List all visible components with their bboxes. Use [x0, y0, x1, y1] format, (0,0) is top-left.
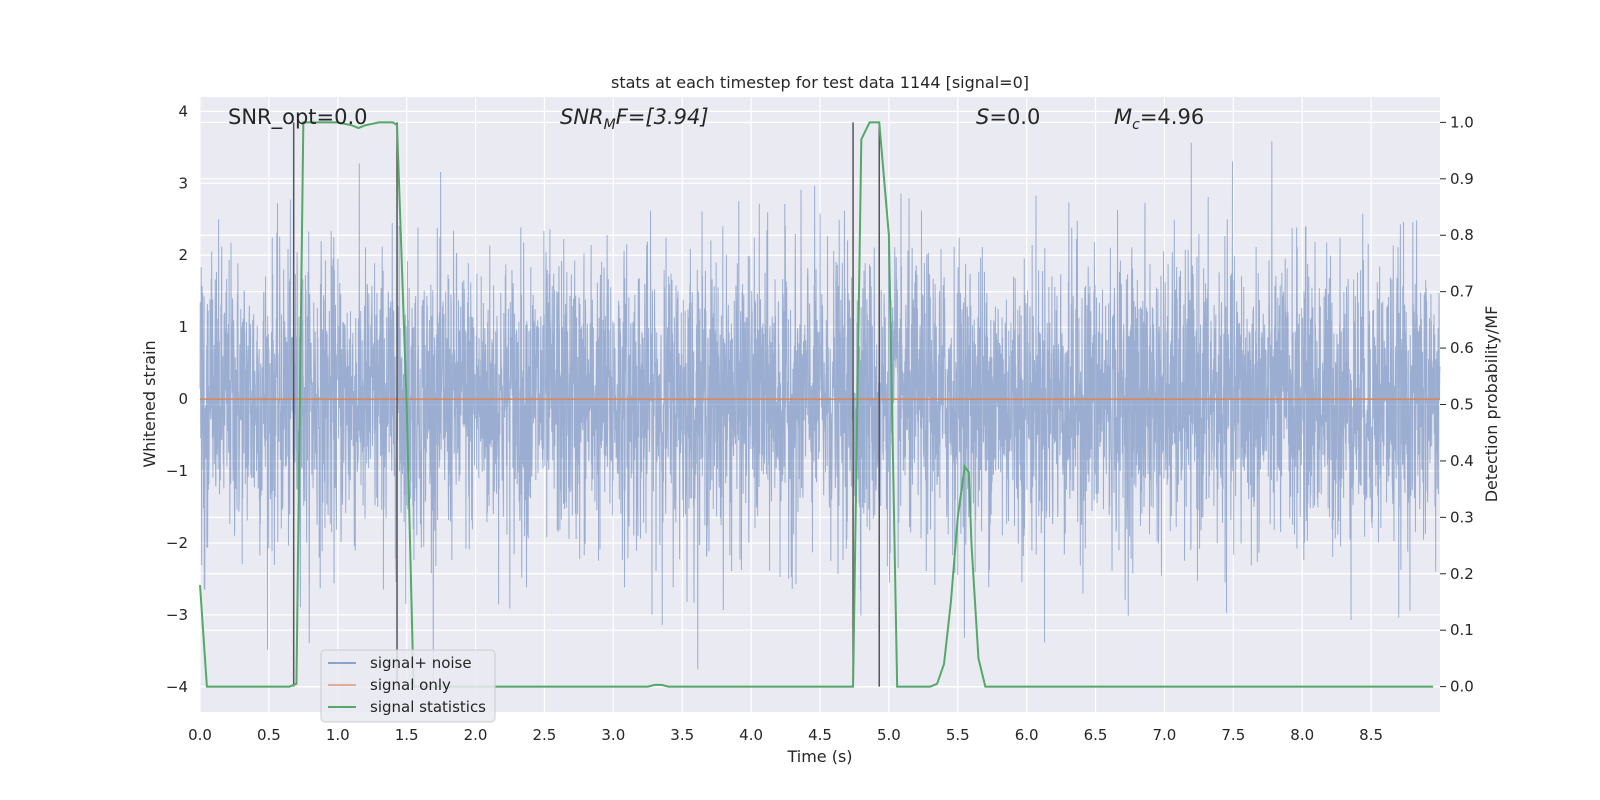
- y2-tick-label-0: 0.0: [1450, 678, 1474, 696]
- x-tick-label-13: 6.5: [1084, 726, 1108, 744]
- legend-label-stats: signal statistics: [370, 698, 486, 716]
- x-tick-label-4: 2.0: [464, 726, 488, 744]
- annotation-s-tail: =0.0: [989, 105, 1040, 129]
- x-axis-label: Time (s): [786, 747, 852, 766]
- x-tick-label-6: 3.0: [601, 726, 625, 744]
- y-axis-label: Whitened strain: [140, 340, 159, 467]
- x-tick-label-15: 7.5: [1221, 726, 1245, 744]
- annotation-snr-mf: SNRMF=[3.94]: [560, 105, 709, 133]
- x-axis-ticks: 0.0 0.5 1.0 1.5 2.0 2.5 3.0 3.5 4.0 4.5 5.0 5.5 6.0 6…: [188, 726, 1383, 744]
- y-tick-label-1: −3: [166, 606, 188, 624]
- x-tick-label-2: 1.0: [326, 726, 350, 744]
- legend-box: [320, 649, 496, 723]
- y2-tick-label-2: 0.2: [1450, 565, 1474, 583]
- signal-statistics-series: [199, 121, 1434, 688]
- y-tick-label-8: 4: [178, 102, 188, 120]
- x-tick-label-1: 0.5: [257, 726, 281, 744]
- x-tick-label-8: 4.0: [739, 726, 763, 744]
- annotation-s: S=0.0: [976, 105, 1040, 129]
- y-tick-label-6: 2: [178, 246, 188, 264]
- x-tick-label-3: 1.5: [395, 726, 419, 744]
- annotation-s-main: S: [976, 105, 989, 129]
- y2-tick-label-8: 0.8: [1450, 226, 1474, 244]
- legend: signal+ noise signal only signal statist…: [320, 649, 496, 723]
- y2-tick-label-3: 0.3: [1450, 508, 1474, 526]
- y2-axis-label: Detection probability/MF: [1482, 306, 1501, 503]
- y2-tick-label-4: 0.4: [1450, 452, 1474, 470]
- annotation-mc-sub: c: [1132, 117, 1140, 133]
- x-tick-label-10: 5.0: [877, 726, 901, 744]
- y2-tick-label-7: 0.7: [1450, 283, 1474, 301]
- x-tick-label-12: 6.0: [1015, 726, 1039, 744]
- y2-tick-label-9: 0.9: [1450, 170, 1474, 188]
- annotation-mc-tail: =4.96: [1140, 105, 1204, 129]
- x-tick-label-0: 0.0: [188, 726, 212, 744]
- annotation-snr-mf-sub: M: [604, 117, 616, 133]
- y2-tick-label-1: 0.1: [1450, 621, 1474, 639]
- signal-statistics-line: [199, 121, 1434, 688]
- annotation-snr-mf-tail: F=[3.94]: [616, 105, 709, 129]
- annotation-mc: Mc=4.96: [1114, 105, 1204, 133]
- y-tick-label-0: −4: [166, 678, 188, 696]
- x-tick-label-5: 2.5: [533, 726, 557, 744]
- annotation-snr-mf-main: SNR: [560, 105, 604, 129]
- y-tick-label-3: −1: [166, 462, 188, 480]
- annotation-snr-opt: SNR_opt=0.0: [228, 105, 368, 130]
- signal-plus-noise-line: [199, 141, 1441, 680]
- y-axis-ticks: −4 −3 −2 −1 0 1 2 3 4: [166, 102, 188, 695]
- x-tick-label-9: 4.5: [808, 726, 832, 744]
- annotation-mc-main: M: [1114, 105, 1132, 129]
- legend-label-signal: signal only: [370, 676, 451, 694]
- signal-plus-noise-series: [199, 141, 1441, 680]
- x-tick-label-16: 8.0: [1290, 726, 1314, 744]
- y2-tick-label-6: 0.6: [1450, 339, 1474, 357]
- vertical-markers: [292, 122, 880, 687]
- x-tick-label-17: 8.5: [1359, 726, 1383, 744]
- chart-title: stats at each timestep for test data 114…: [611, 73, 1029, 92]
- y-tick-label-5: 1: [178, 318, 188, 336]
- x-tick-label-11: 5.5: [946, 726, 970, 744]
- y-tick-label-7: 3: [178, 174, 188, 192]
- legend-label-noise: signal+ noise: [370, 654, 472, 672]
- y2-tick-label-5: 0.5: [1450, 396, 1474, 414]
- x-tick-label-7: 3.5: [670, 726, 694, 744]
- y-tick-label-4: 0: [178, 390, 188, 408]
- y2-axis-ticks: 0.0 0.1 0.2 0.3 0.4 0.5 0.6 0.7 0.8 0.9 1.0: [1440, 113, 1474, 696]
- y-tick-label-2: −2: [166, 534, 188, 552]
- x-tick-label-14: 7.0: [1153, 726, 1177, 744]
- y2-tick-label-10: 1.0: [1450, 113, 1474, 131]
